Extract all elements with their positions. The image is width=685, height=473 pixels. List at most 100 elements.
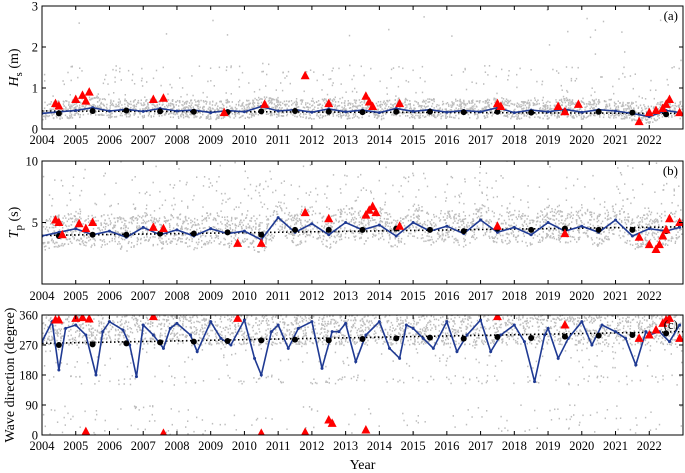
raw-point	[161, 204, 164, 206]
raw-point	[553, 228, 555, 230]
raw-point	[141, 67, 143, 70]
raw-point	[252, 99, 254, 102]
raw-point	[548, 117, 550, 119]
raw-point	[440, 212, 442, 215]
raw-point	[140, 237, 142, 240]
raw-point	[229, 116, 231, 119]
raw-point	[160, 225, 163, 227]
raw-point	[629, 104, 631, 107]
raw-point	[406, 106, 408, 108]
raw-point	[596, 113, 599, 116]
raw-point	[306, 221, 308, 223]
raw-point	[285, 207, 288, 209]
raw-point	[445, 231, 447, 234]
annual-mean-point	[157, 108, 164, 115]
raw-point	[597, 244, 600, 246]
raw-point	[79, 210, 82, 213]
raw-point	[161, 247, 163, 250]
raw-point	[444, 108, 446, 110]
raw-point	[450, 74, 453, 76]
raw-point	[486, 230, 488, 233]
raw-point	[319, 235, 321, 237]
raw-point	[518, 213, 520, 216]
raw-point	[546, 216, 549, 219]
raw-point	[250, 217, 253, 220]
raw-point	[597, 215, 599, 217]
raw-point	[203, 106, 205, 108]
raw-point	[573, 236, 575, 238]
raw-point	[226, 34, 229, 36]
raw-point	[209, 109, 211, 112]
raw-point	[538, 108, 541, 110]
raw-point	[346, 175, 348, 177]
raw-point	[476, 227, 478, 230]
raw-point	[438, 109, 440, 111]
raw-point	[296, 217, 298, 219]
raw-point	[145, 100, 147, 103]
raw-point	[345, 114, 348, 116]
raw-point	[273, 113, 276, 116]
raw-point	[586, 17, 588, 20]
raw-point	[612, 112, 615, 115]
raw-point	[484, 65, 486, 67]
raw-point	[529, 116, 531, 119]
raw-point	[281, 112, 283, 114]
raw-point	[644, 207, 646, 209]
raw-point	[124, 230, 127, 232]
raw-point	[537, 212, 539, 215]
raw-point	[143, 102, 145, 104]
raw-point	[215, 102, 218, 104]
raw-point	[76, 238, 79, 241]
raw-point	[318, 104, 320, 106]
raw-point	[208, 241, 210, 244]
raw-point	[134, 207, 137, 209]
raw-point	[523, 221, 526, 224]
raw-point	[634, 115, 636, 117]
raw-point	[487, 226, 490, 229]
raw-point	[418, 117, 421, 119]
x-tick-label: 2019	[536, 133, 561, 147]
raw-point	[557, 210, 560, 212]
raw-point	[227, 220, 230, 223]
raw-point	[623, 108, 625, 110]
raw-point	[641, 119, 643, 121]
raw-point	[485, 172, 488, 174]
raw-point	[99, 239, 102, 241]
raw-point	[678, 106, 680, 108]
raw-point	[465, 232, 467, 235]
raw-point	[493, 99, 495, 101]
raw-point	[285, 234, 288, 237]
raw-point	[266, 227, 268, 230]
raw-point	[449, 115, 451, 117]
raw-point	[336, 114, 338, 117]
raw-point	[410, 232, 412, 235]
raw-point	[459, 111, 461, 113]
raw-point	[319, 103, 322, 105]
raw-point	[71, 217, 74, 220]
raw-point	[519, 67, 521, 70]
raw-point	[395, 114, 397, 117]
raw-point	[198, 65, 201, 67]
raw-point	[537, 116, 539, 118]
raw-point	[196, 176, 198, 178]
raw-point	[504, 100, 506, 102]
raw-point	[123, 219, 126, 222]
raw-point	[231, 230, 234, 233]
raw-point	[419, 77, 421, 79]
raw-point	[72, 104, 74, 106]
raw-point	[501, 240, 503, 243]
raw-point	[205, 116, 208, 119]
raw-point	[165, 240, 168, 242]
raw-point	[95, 96, 98, 99]
raw-point	[402, 218, 404, 220]
raw-point	[191, 225, 193, 227]
raw-point	[635, 101, 637, 103]
raw-point	[479, 180, 481, 182]
raw-point	[158, 219, 160, 222]
raw-point	[132, 219, 135, 222]
raw-point	[411, 116, 414, 119]
raw-point	[344, 227, 346, 229]
raw-point	[553, 219, 555, 221]
raw-point	[423, 240, 425, 243]
extreme-event-marker	[644, 107, 654, 117]
